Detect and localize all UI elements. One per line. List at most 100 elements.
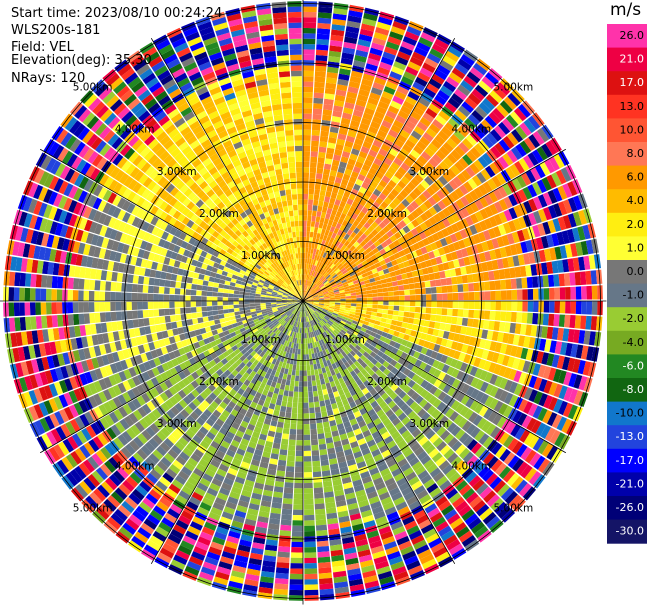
range-gate: [304, 472, 312, 478]
range-gate: [278, 546, 290, 552]
range-gate: [266, 303, 271, 305]
range-gate: [319, 141, 327, 147]
range-gate: [304, 563, 317, 569]
range-gate: [295, 376, 299, 382]
range-gate: [20, 317, 26, 331]
range-gate: [303, 242, 306, 247]
range-gate: [322, 207, 328, 213]
range-gate: [372, 308, 378, 312]
range-gate: [315, 71, 326, 77]
range-gate: [560, 287, 566, 299]
range-gate: [316, 216, 321, 222]
range-gate: [378, 301, 383, 305]
range-gate: [559, 314, 565, 327]
range-gate: [408, 318, 414, 324]
range-gate: [570, 301, 576, 314]
range-gate: [197, 312, 203, 318]
range-gate: [320, 454, 328, 460]
range-gate: [580, 271, 586, 285]
range-gate: [405, 301, 410, 306]
range-gate: [435, 279, 441, 286]
range-gate: [381, 318, 387, 323]
range-gate: [307, 370, 311, 376]
range-gate: [304, 510, 314, 516]
range-gate: [322, 115, 331, 121]
range-gate: [569, 315, 575, 328]
range-gate: [277, 422, 284, 428]
range-gate: [467, 318, 473, 327]
range-gate: [281, 519, 292, 525]
range-gate: [293, 499, 303, 505]
range-gate: [404, 290, 410, 295]
range-gate: [303, 194, 308, 199]
range-gate: [388, 291, 394, 296]
range-gate: [388, 305, 394, 310]
range-gate: [335, 297, 340, 299]
range-gate: [548, 275, 554, 287]
range-gate: [291, 558, 303, 564]
range-gate: [250, 306, 256, 309]
range-gate: [305, 253, 308, 259]
range-gate: [297, 354, 300, 360]
range-gate: [478, 273, 484, 282]
range-gate: [303, 65, 314, 71]
range-gate: [293, 392, 298, 398]
range-gate: [288, 450, 296, 456]
range-gate: [320, 136, 328, 142]
range-gate: [279, 411, 285, 417]
range-gate: [305, 338, 307, 343]
range-gate: [309, 408, 315, 414]
range-gate: [543, 314, 549, 326]
range-gate: [304, 440, 311, 446]
range-gate: [143, 310, 149, 318]
range-gate: [291, 552, 303, 558]
range-gate: [191, 307, 197, 313]
range-gate: [303, 23, 316, 29]
range-gate: [318, 390, 323, 396]
range-gate: [423, 274, 429, 281]
range-gate: [554, 301, 560, 313]
range-gate: [315, 66, 326, 72]
range-gate: [321, 125, 330, 131]
range-gate: [304, 445, 311, 451]
range-gate: [275, 476, 284, 482]
range-gate: [575, 315, 581, 328]
range-gate: [383, 292, 389, 296]
range-gate: [307, 376, 311, 382]
range-gate: [312, 386, 317, 392]
range-gate: [381, 279, 387, 284]
range-gate: [315, 407, 321, 413]
range-gate: [458, 293, 464, 301]
range-gate: [391, 276, 397, 282]
range-gate: [320, 217, 325, 223]
range-gate: [127, 320, 133, 329]
range-gate: [356, 298, 361, 301]
range-gate: [288, 396, 293, 402]
range-gate: [294, 354, 297, 360]
range-gate: [506, 290, 512, 300]
range-gate: [310, 364, 314, 370]
range-gate: [430, 280, 436, 287]
range-gate: [319, 573, 332, 579]
range-gate: [559, 274, 565, 287]
range-gate: [316, 530, 327, 536]
range-gate: [472, 273, 478, 282]
range-gate: [389, 296, 394, 300]
range-gate: [286, 407, 292, 413]
range-gate: [303, 98, 313, 104]
range-gate: [410, 307, 416, 313]
range-gate: [313, 108, 322, 114]
range-gate: [315, 412, 321, 418]
range-gate: [315, 509, 325, 515]
range-gate: [458, 309, 464, 317]
range-gate: [311, 375, 315, 381]
range-gate: [413, 319, 419, 325]
range-gate: [313, 98, 323, 104]
range-gate: [165, 316, 171, 323]
range-gate: [290, 380, 295, 386]
range-gate: [490, 301, 496, 310]
range-gate: [309, 189, 315, 195]
range-gate: [367, 308, 373, 312]
range-gate: [452, 285, 458, 293]
range-gate: [304, 483, 313, 489]
